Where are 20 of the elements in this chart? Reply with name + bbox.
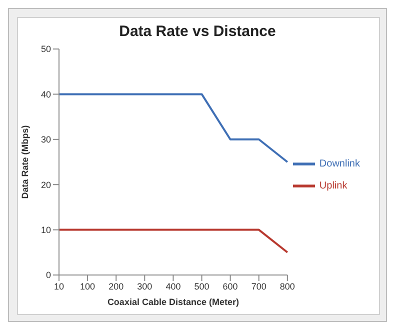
x-tick-label: 100: [80, 281, 96, 292]
x-tick-label: 800: [280, 281, 295, 292]
x-tick-label: 200: [108, 281, 124, 292]
legend-label: Uplink: [319, 180, 348, 192]
x-tick-label: 300: [137, 281, 152, 292]
y-tick-label: 30: [40, 134, 51, 145]
chart-title: Data Rate vs Distance: [118, 23, 277, 40]
legend-label: Downlink: [319, 158, 360, 170]
y-tick-label: 10: [40, 224, 51, 235]
x-tick-label: 600: [222, 281, 238, 292]
x-tick-label: 10: [54, 281, 64, 292]
y-tick-label: 40: [40, 89, 51, 100]
y-tick-label: 0: [46, 270, 51, 280]
x-tick-label: 700: [251, 281, 266, 292]
y-axis-title: Data Rate (Mbps): [20, 125, 30, 199]
x-axis-title: Coaxial Cable Distance (Meter): [107, 297, 239, 307]
x-tick-label: 400: [166, 281, 181, 292]
y-tick-label: 50: [40, 44, 51, 54]
x-tick-label: 500: [194, 281, 210, 292]
y-tick-label: 20: [40, 180, 51, 190]
